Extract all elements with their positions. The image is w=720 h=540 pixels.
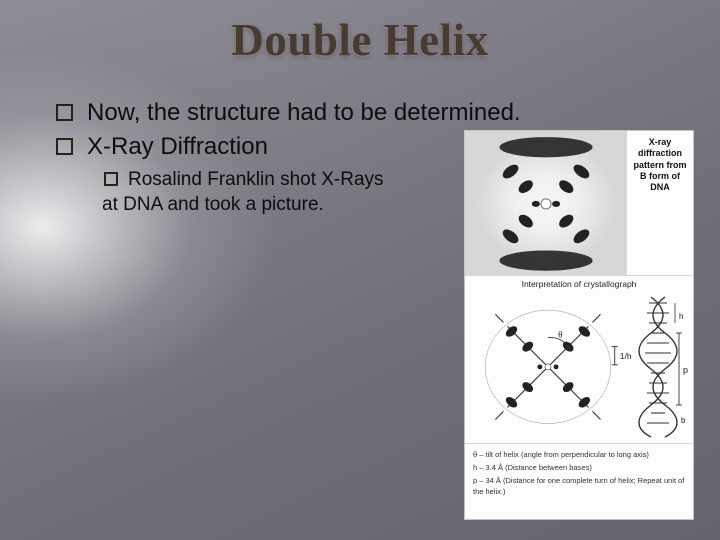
svg-text:θ: θ [558, 330, 562, 340]
caption-line: X-ray [649, 137, 672, 147]
helix-diagram: p h b [637, 291, 693, 443]
svg-text:p: p [683, 365, 688, 375]
caption-line: B form of [640, 171, 680, 181]
bullet-item: Now, the structure had to be determined. [56, 98, 700, 128]
caption-line: pattern from [633, 160, 686, 170]
sub-line: at DNA and took a picture. [102, 193, 324, 218]
xray-pattern-icon [465, 131, 627, 278]
caption-line: DNA [650, 182, 670, 192]
svg-text:b: b [681, 416, 686, 425]
dim-h-label: 1/h [620, 351, 632, 361]
square-bullet-icon [104, 172, 118, 186]
figure-mid-body: θ 1/h [465, 291, 693, 443]
legend-line: h – 3.4 Å (Distance between bases) [473, 463, 685, 474]
bullet-text: Now, the structure had to be determined. [87, 98, 521, 128]
bullet-text: X-Ray Diffraction [87, 132, 268, 162]
svg-text:h: h [679, 312, 683, 321]
figure-panel: X-ray diffraction pattern from B form of… [464, 130, 694, 520]
figure-top-label: X-ray diffraction pattern from B form of… [627, 131, 693, 275]
legend-line: p – 34 Å (Distance for one complete turn… [473, 476, 685, 498]
slide-title: Double Helix [0, 0, 720, 66]
legend-line: θ – tilt of helix (angle from perpendicu… [473, 450, 685, 461]
figure-legend: θ – tilt of helix (angle from perpendicu… [465, 444, 693, 519]
xray-diffraction-image [465, 131, 627, 275]
interpretation-diagram: θ 1/h [465, 291, 637, 443]
figure-top-row: X-ray diffraction pattern from B form of… [465, 131, 693, 276]
figure-mid-row: Interpretation of crystallograph [465, 276, 693, 444]
interpretation-svg-icon: θ 1/h [465, 291, 637, 443]
figure-mid-title: Interpretation of crystallograph [465, 276, 693, 291]
square-bullet-icon [56, 138, 73, 155]
sub-bullet-text: Rosalind Franklin shot X-Rays at DNA and… [128, 168, 384, 217]
caption-line: diffraction [638, 148, 682, 158]
square-bullet-icon [56, 104, 73, 121]
helix-svg-icon: p h b [637, 291, 693, 441]
sub-line: Rosalind Franklin shot X-Rays [128, 169, 384, 190]
sub-bullet-item: Rosalind Franklin shot X-Rays at DNA and… [104, 168, 464, 217]
